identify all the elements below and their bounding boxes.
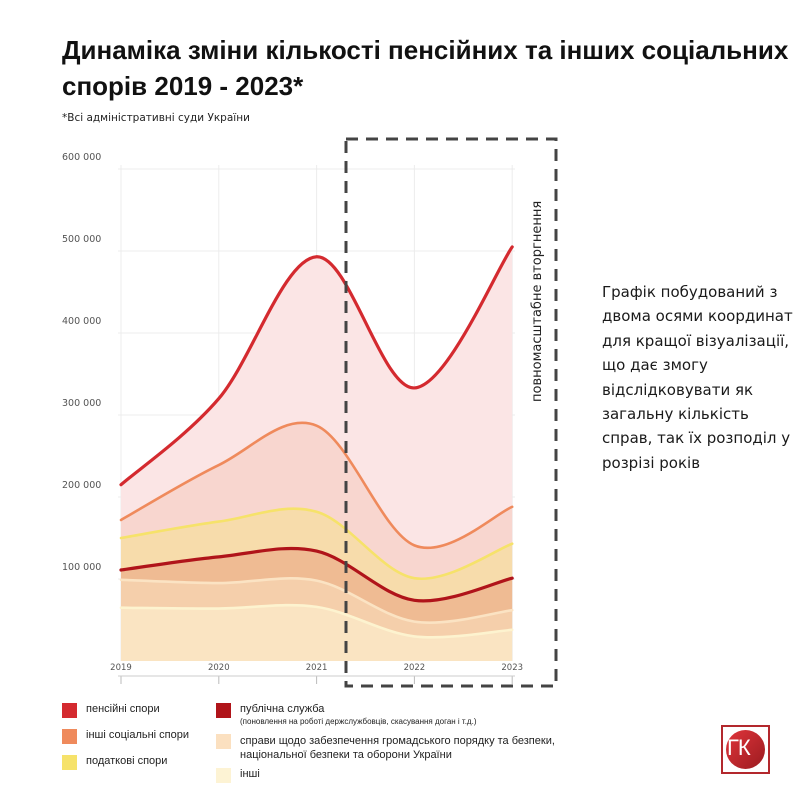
- x-tick-label: 2023: [501, 663, 523, 673]
- y-tick-label: 400 000: [62, 316, 101, 327]
- legend-swatch: [62, 755, 77, 770]
- area-3: [121, 548, 513, 623]
- series-line-2: [119, 507, 514, 581]
- logo-text: ГК: [727, 735, 751, 760]
- series-line-1: [119, 421, 514, 549]
- legend-label: справи щодо забезпечення громадського по…: [240, 735, 555, 761]
- y-tick-label: 500 000: [62, 234, 101, 245]
- y-tick-label: 300 000: [62, 398, 101, 409]
- area-5: [121, 605, 513, 661]
- legend-swatch: [216, 703, 231, 718]
- x-tick-label: 2019: [110, 663, 132, 673]
- x-tick-label: 2022: [404, 663, 426, 673]
- series-line-5: [119, 603, 514, 639]
- chart-subtitle: *Всі адміністративні суди України: [62, 112, 250, 124]
- legend-label: інші: [240, 768, 260, 780]
- legend-label: публічна служба: [240, 703, 325, 715]
- series-line-3: [119, 546, 514, 603]
- legend-item-other-social: інші соціальні спори: [62, 729, 189, 744]
- legend-item-pension: пенсійні спори: [62, 703, 160, 718]
- chart-title: Динаміка зміни кількості пенсійних та ін…: [62, 35, 789, 101]
- legend-swatch: [216, 734, 231, 749]
- series-line-0: [119, 245, 514, 487]
- y-tick-label: 200 000: [62, 480, 101, 491]
- invasion-period-box: [344, 137, 558, 688]
- legend-swatch: [62, 729, 77, 744]
- legend-note: (поновлення на роботі держслужбовців, ск…: [240, 717, 477, 726]
- area-2: [121, 508, 513, 601]
- legend-item-public-order: справи щодо забезпечення громадського по…: [216, 734, 570, 762]
- area-0: [121, 246, 513, 548]
- x-tick-label: 2021: [306, 663, 328, 673]
- y-tick-label: 600 000: [62, 152, 101, 163]
- x-tick-label: 2020: [208, 663, 230, 673]
- legend-swatch: [216, 768, 231, 783]
- invasion-label: повномасштабне вторгнення: [530, 201, 545, 402]
- y-tick-label: 100 000: [62, 562, 101, 573]
- legend-item-public-service: публічна служба (поновлення на роботі дер…: [216, 703, 476, 726]
- legend-label: інші соціальні спори: [86, 729, 190, 741]
- area-1: [121, 422, 513, 579]
- series-line-4: [119, 577, 514, 624]
- legend-swatch: [62, 703, 77, 718]
- legend-item-other: інші: [216, 768, 260, 783]
- chart-plot: 100 000 200 000 300 000 400 000 500 000 600 0…: [62, 137, 558, 688]
- legend-label: пенсійні спори: [86, 703, 160, 715]
- legend-item-tax: податкові спори: [62, 755, 167, 770]
- logo: ГК: [721, 725, 770, 774]
- side-note: Графік побудований з двома осями координ…: [602, 283, 793, 472]
- legend-label: податкові спори: [86, 755, 168, 767]
